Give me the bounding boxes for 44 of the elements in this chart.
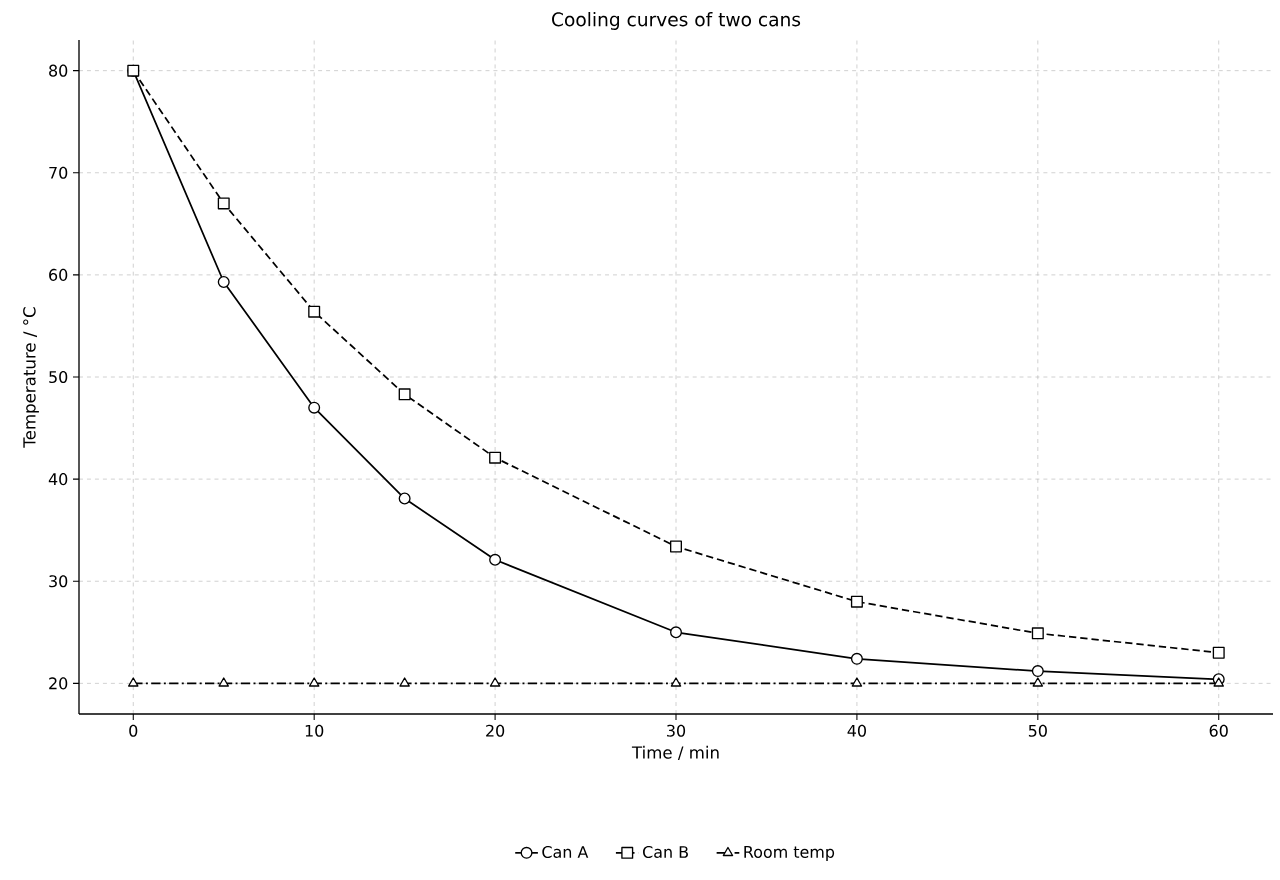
x-tick-label: 40 (847, 724, 866, 737)
point (850, 595, 863, 608)
legend-label: Can A (542, 845, 589, 858)
point (670, 626, 682, 639)
x-tick-label: 20 (486, 724, 505, 737)
point (308, 305, 321, 318)
point (1031, 665, 1044, 678)
point (1213, 677, 1225, 687)
point (1031, 627, 1044, 640)
y-tick-label: 40 (48, 473, 68, 486)
point (850, 652, 863, 665)
y-tick-label: 70 (49, 166, 68, 179)
legend-label: Room temp (744, 846, 835, 861)
x-tick-label: 0 (129, 724, 138, 737)
point (308, 401, 321, 414)
point (489, 553, 502, 566)
x-axis-title: Time / min (631, 745, 719, 761)
point (308, 677, 320, 687)
point (218, 677, 230, 687)
x-tick-label: 60 (1209, 724, 1228, 737)
point (398, 492, 411, 505)
y-tick-label: 30 (49, 575, 68, 588)
point (489, 451, 502, 464)
point (851, 677, 863, 687)
y-tick-label: 50 (49, 370, 68, 384)
point (489, 677, 501, 687)
point (217, 276, 230, 289)
y-tick-label: 20 (49, 677, 68, 690)
legend-label: Can B (643, 845, 688, 858)
point (1212, 646, 1225, 659)
chart-title: Cooling curves of two cans (552, 12, 801, 31)
point (398, 388, 411, 401)
point (127, 677, 139, 687)
point (217, 197, 230, 210)
y-tick-label: 80 (49, 64, 68, 77)
y-tick-label: 60 (49, 268, 68, 281)
point (399, 677, 410, 687)
x-tick-label: 50 (1028, 724, 1047, 737)
x-tick-label: 30 (667, 724, 686, 737)
point (670, 540, 682, 553)
point (1032, 677, 1044, 687)
point (670, 677, 682, 687)
x-tick-label: 10 (305, 724, 324, 737)
y-axis-title: Temperature / °C (23, 307, 39, 448)
